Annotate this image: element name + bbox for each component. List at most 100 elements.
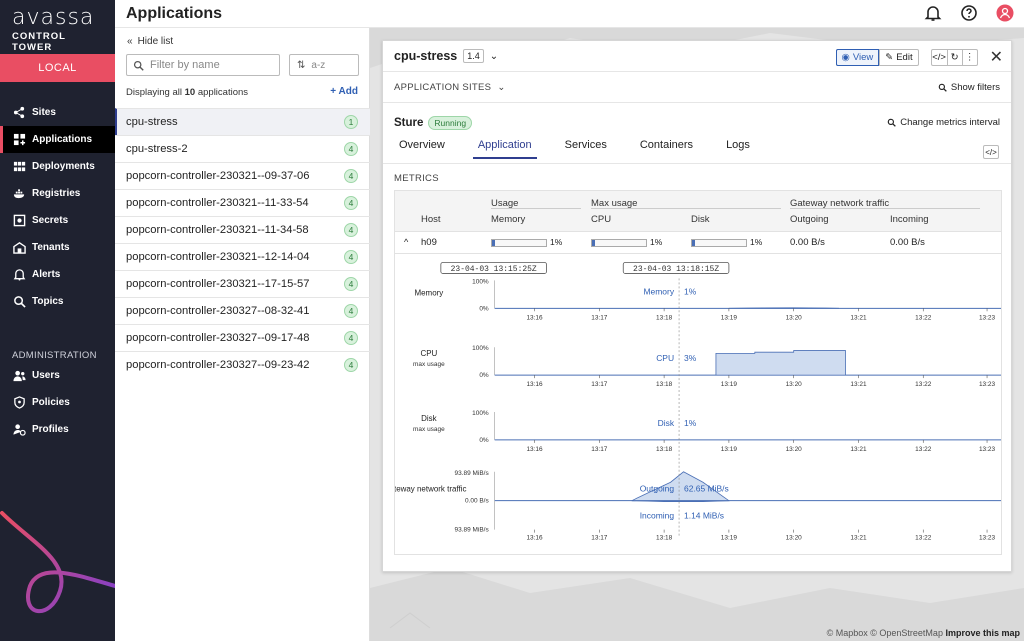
table-row[interactable]: ^ h09 1% 1% 1% 0.00 B/s 0.00 B/s bbox=[395, 232, 1001, 254]
chart-subtitle: max usage bbox=[413, 361, 445, 368]
tab-logs[interactable]: Logs bbox=[726, 139, 750, 151]
readout-value: 3% bbox=[684, 353, 697, 363]
metrics-charts: 23-04-03 13:15:25Z 23-04-03 13:18:15Z Memo… bbox=[395, 262, 1001, 542]
incoming-value: 0.00 B/s bbox=[890, 237, 925, 248]
list-item[interactable]: popcorn-controller-230327--09-23-42 4 bbox=[115, 351, 370, 378]
app-name: popcorn-controller-230321--17-15-57 bbox=[126, 278, 310, 290]
filter-input[interactable] bbox=[150, 59, 270, 71]
tab-overview[interactable]: Overview bbox=[399, 139, 445, 151]
edit-button[interactable]: ✎ Edit bbox=[879, 49, 917, 65]
notifications-bell-icon[interactable] bbox=[924, 4, 942, 22]
close-icon[interactable]: ✕ bbox=[989, 49, 1003, 66]
applications-icon bbox=[12, 133, 26, 147]
sidebar-item-policies[interactable]: Policies bbox=[0, 389, 115, 416]
refresh-icon[interactable]: ↻ bbox=[946, 49, 962, 65]
readout-value: 62.65 MiB/s bbox=[684, 484, 729, 494]
memory-header: Memory bbox=[491, 214, 526, 225]
code-icon[interactable]: </> bbox=[932, 51, 946, 63]
show-filters-label: Show filters bbox=[950, 82, 1000, 93]
tab-containers[interactable]: Containers bbox=[639, 139, 694, 151]
count-badge: 4 bbox=[344, 304, 358, 318]
app-name: cpu-stress bbox=[126, 116, 178, 128]
sidebar-item-tenants[interactable]: Tenants bbox=[0, 234, 115, 261]
sidebar-item-topics[interactable]: Topics bbox=[0, 288, 115, 315]
sidebar-item-sites[interactable]: Sites bbox=[0, 99, 115, 126]
view-edit-toggle: ◉ View ✎ Edit bbox=[835, 48, 919, 66]
x-tick-label: 13:22 bbox=[915, 381, 932, 388]
readout-label: CPU bbox=[656, 353, 674, 363]
improve-map-link[interactable]: Improve this map bbox=[945, 628, 1020, 638]
divider bbox=[383, 102, 1011, 103]
application-list-panel: « Hide list ⇅ a-z Displaying all 10 appl… bbox=[115, 28, 370, 641]
help-icon[interactable] bbox=[960, 4, 978, 22]
change-metrics-interval-button[interactable]: Change metrics interval bbox=[887, 117, 1000, 128]
detail-actions: ◉ View ✎ Edit </> ↻ ⋮ ✕ bbox=[835, 47, 1003, 67]
application-sites-dropdown[interactable]: APPLICATION SITES ⌄ bbox=[394, 82, 506, 93]
sites-icon bbox=[12, 106, 26, 120]
memory-value: 1% bbox=[550, 237, 563, 247]
list-item[interactable]: popcorn-controller-230321--12-14-04 4 bbox=[115, 243, 370, 270]
view-button[interactable]: ◉ View bbox=[835, 48, 880, 66]
display-prefix: Displaying all bbox=[126, 87, 182, 98]
tab-application[interactable]: Application bbox=[472, 137, 537, 159]
list-item[interactable]: popcorn-controller-230321--11-34-58 4 bbox=[115, 216, 370, 243]
sidebar-item-deployments[interactable]: Deployments bbox=[0, 153, 115, 180]
hide-list-button[interactable]: « Hide list bbox=[127, 36, 173, 47]
code-view-button[interactable]: </> bbox=[983, 145, 999, 159]
show-filters-button[interactable]: Show filters bbox=[938, 82, 1000, 93]
environment-badge[interactable]: LOCAL bbox=[0, 54, 115, 82]
x-tick-label: 13:19 bbox=[721, 314, 738, 321]
plus-icon: + bbox=[330, 86, 337, 97]
chart-title: Gateway network traffic bbox=[395, 485, 466, 494]
list-item[interactable]: cpu-stress 1 bbox=[115, 108, 370, 135]
version-chevron-icon[interactable]: ⌄ bbox=[489, 50, 499, 62]
list-item[interactable]: popcorn-controller-230327--08-32-41 4 bbox=[115, 297, 370, 324]
x-tick-label: 13:23 bbox=[979, 314, 996, 321]
list-item[interactable]: popcorn-controller-230321--09-37-06 4 bbox=[115, 162, 370, 189]
app-sites-label: APPLICATION SITES bbox=[394, 82, 492, 93]
x-tick-label: 13:16 bbox=[526, 314, 543, 321]
cpu-value: 1% bbox=[650, 237, 663, 247]
list-item[interactable]: popcorn-controller-230321--11-33-54 4 bbox=[115, 189, 370, 216]
user-avatar-icon[interactable] bbox=[996, 4, 1014, 22]
registries-icon bbox=[12, 187, 26, 201]
sidebar-item-label: Topics bbox=[32, 296, 64, 307]
list-item[interactable]: popcorn-controller-230327--09-17-48 4 bbox=[115, 324, 370, 351]
add-application-button[interactable]: + Add bbox=[330, 86, 358, 97]
sidebar-item-secrets[interactable]: Secrets bbox=[0, 207, 115, 234]
sidebar-item-profiles[interactable]: Profiles bbox=[0, 416, 115, 443]
list-item[interactable]: cpu-stress-2 4 bbox=[115, 135, 370, 162]
chart-subtitle: max usage bbox=[413, 426, 445, 433]
list-item[interactable]: popcorn-controller-230321--17-15-57 4 bbox=[115, 270, 370, 297]
readout-value: 1% bbox=[684, 286, 697, 296]
detail-tabs: Overview Application Services Containers… bbox=[394, 137, 778, 159]
admin-heading: ADMINISTRATION bbox=[12, 350, 97, 361]
collapse-chevron-icon[interactable]: ^ bbox=[404, 237, 409, 247]
sidebar-item-registries[interactable]: Registries bbox=[0, 180, 115, 207]
topbar: Applications bbox=[115, 0, 1024, 28]
count-badge: 4 bbox=[344, 250, 358, 264]
memory-bar-fill bbox=[492, 240, 495, 246]
x-tick-label: 13:22 bbox=[915, 535, 932, 542]
tab-services[interactable]: Services bbox=[564, 139, 607, 151]
more-icon[interactable]: ⋮ bbox=[961, 49, 977, 65]
sidebar-item-label: Users bbox=[32, 370, 60, 381]
profiles-icon bbox=[12, 423, 26, 437]
logo[interactable]: avassa CONTROL TOWER bbox=[0, 0, 115, 54]
sidebar-item-alerts[interactable]: Alerts bbox=[0, 261, 115, 288]
x-tick-label: 13:20 bbox=[786, 535, 803, 542]
change-interval-label: Change metrics interval bbox=[900, 117, 1000, 128]
site-name: Sture bbox=[394, 117, 424, 129]
sidebar-item-label: Registries bbox=[32, 188, 81, 199]
sidebar-item-users[interactable]: Users bbox=[0, 362, 115, 389]
count-badge: 4 bbox=[344, 358, 358, 372]
filter-field[interactable] bbox=[126, 54, 280, 76]
chart-title: Disk bbox=[421, 414, 437, 423]
x-tick-label: 13:16 bbox=[526, 446, 543, 453]
cursor-label-box bbox=[440, 262, 547, 274]
sort-select[interactable]: ⇅ a-z bbox=[289, 54, 359, 76]
sidebar-item-applications[interactable]: Applications bbox=[0, 126, 115, 153]
metrics-table: Usage Max usage Gateway network traffic … bbox=[394, 190, 1002, 555]
readout-label: Memory bbox=[643, 286, 674, 296]
tool-buttons: </> ↻ ⋮ bbox=[930, 48, 978, 66]
